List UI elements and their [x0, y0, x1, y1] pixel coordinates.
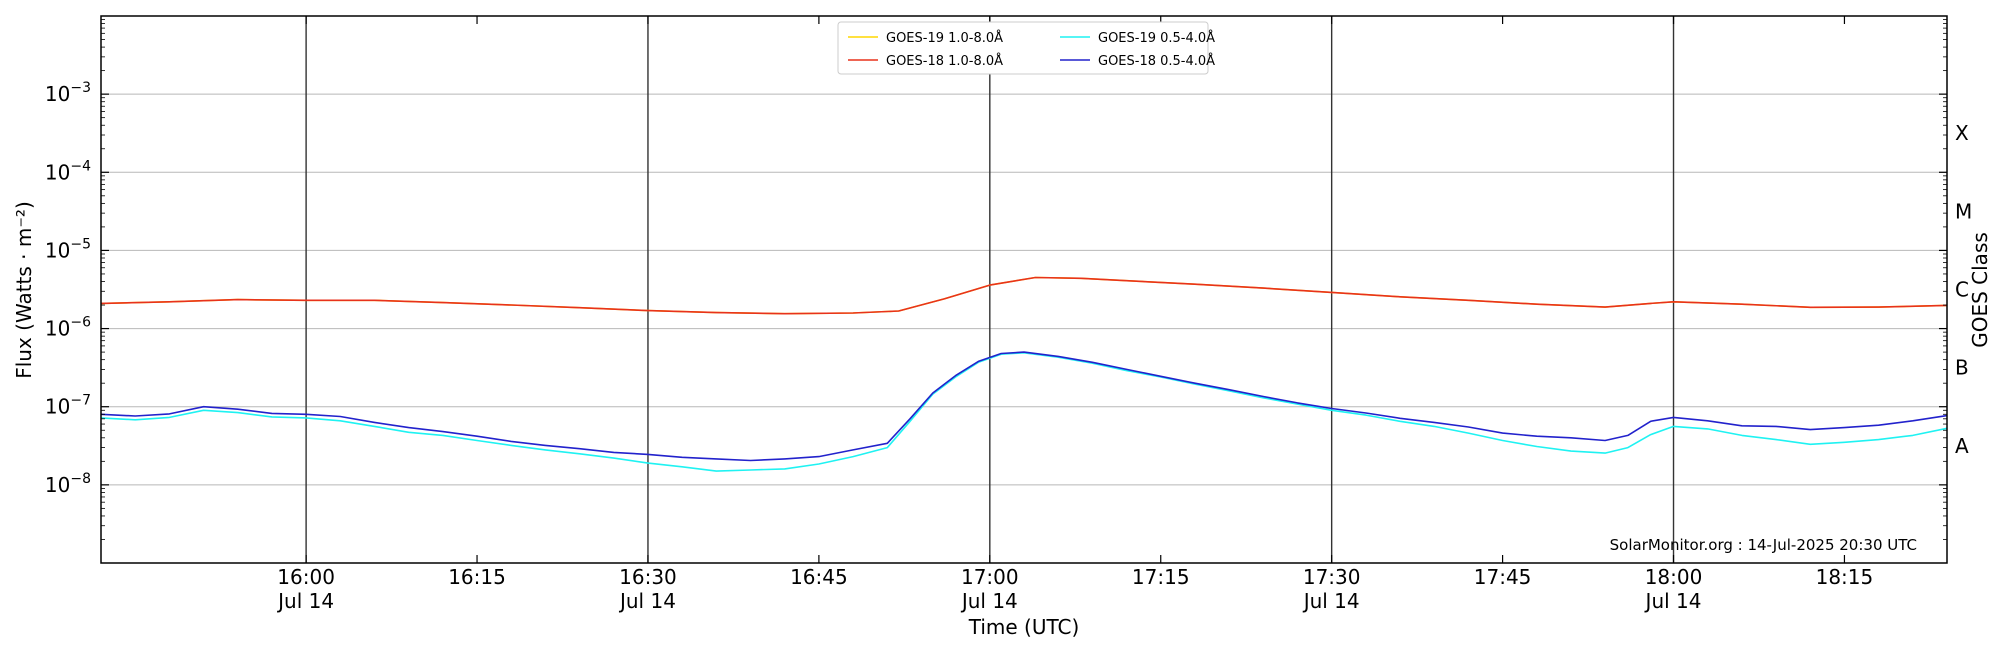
y-axis-title: Flux (Watts · m⁻²) [12, 201, 36, 379]
x-tick-label: 17:45 [1474, 565, 1532, 589]
grid [101, 16, 1947, 563]
goes-class-label: M [1955, 199, 1972, 223]
credit-text: SolarMonitor.org : 14-Jul-2025 20:30 UTC [1610, 536, 1917, 554]
goes-class-label: A [1955, 434, 1969, 458]
y-tick-label: 10−5 [45, 236, 91, 262]
legend-label: GOES-19 1.0-8.0Å [886, 30, 1003, 46]
x-tick-label: 18:15 [1816, 565, 1874, 589]
legend-box [837, 21, 1209, 75]
x-tick-date-label: Jul 14 [1644, 589, 1702, 613]
series-line-2 [100, 351, 1948, 472]
x-tick-date-label: Jul 14 [276, 589, 334, 613]
goes-class-label: C [1955, 278, 1969, 302]
goes-class-label: B [1955, 356, 1969, 380]
goes-class-label: X [1955, 121, 1969, 145]
x-tick-label: 18:00 [1645, 565, 1703, 589]
y2-axis-title: GOES Class [1968, 232, 1992, 348]
y-tick-label: 10−4 [45, 158, 91, 184]
y-tick-label: 10−3 [45, 80, 91, 106]
x-tick-label: 17:00 [961, 565, 1019, 589]
x-tick-label: 16:00 [277, 565, 335, 589]
plot-frame [100, 15, 1948, 564]
x-tick-label: 16:45 [790, 565, 848, 589]
x-tick-date-label: Jul 14 [1302, 589, 1360, 613]
series-line-0 [100, 276, 1948, 315]
legend: GOES-19 1.0-8.0Å GOES-18 1.0-8.0Å GOES-19 … [837, 21, 1215, 75]
y-axis: 10−8 10−7 10−6 10−5 10−4 10−3 [45, 19, 1947, 540]
y-tick-label: 10−7 [45, 393, 91, 419]
x-tick-label: 17:30 [1303, 565, 1361, 589]
x-tick-date-label: Jul 14 [960, 589, 1018, 613]
x-tick-label: 17:15 [1132, 565, 1190, 589]
goes-class-axis: A B C M X [1955, 121, 1972, 458]
legend-label: GOES-18 0.5-4.0Å [1098, 53, 1215, 69]
legend-label: GOES-18 1.0-8.0Å [886, 53, 1003, 69]
series-line-3 [100, 351, 1948, 462]
series-line-1 [100, 276, 1948, 315]
series-lines [100, 276, 1948, 472]
y-tick-label: 10−8 [45, 471, 91, 497]
legend-label: GOES-19 0.5-4.0Å [1098, 30, 1215, 46]
x-tick-label: 16:30 [619, 565, 677, 589]
x-tick-date-label: Jul 14 [618, 589, 676, 613]
x-axis-title: Time (UTC) [968, 615, 1080, 639]
y-tick-label: 10−6 [45, 315, 91, 341]
x-tick-label: 16:15 [448, 565, 506, 589]
